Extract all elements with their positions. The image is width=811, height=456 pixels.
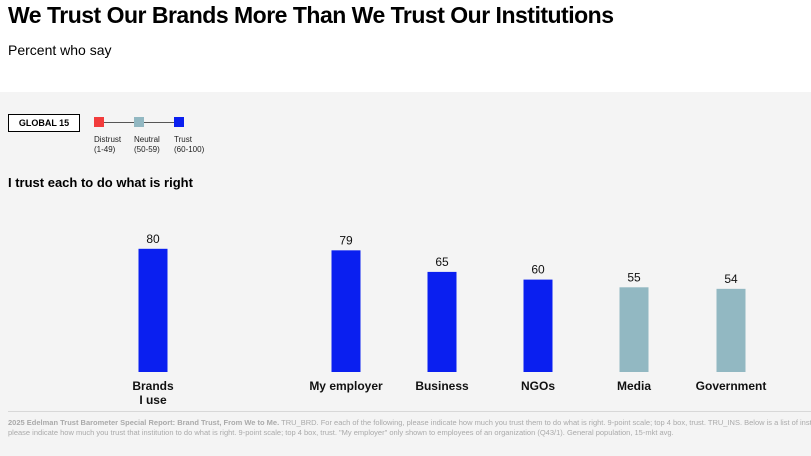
bar-2 — [427, 271, 457, 372]
bar-value-label-4: 55 — [627, 270, 641, 284]
region-badge: GLOBAL 15 — [8, 114, 80, 132]
footer-source: 2025 Edelman Trust Barometer Special Rep… — [8, 418, 811, 437]
category-label-4: Media — [617, 379, 651, 393]
footer-divider — [8, 411, 811, 412]
bar-4 — [619, 287, 649, 372]
category-label-5: Government — [696, 379, 767, 393]
legend-label-neutral: Neutral (50-59) — [134, 135, 160, 154]
category-label-0: Brands I use — [132, 379, 174, 407]
bar-value-label-3: 60 — [531, 263, 545, 277]
legend-swatch-neutral — [134, 117, 144, 127]
page-subtitle: Percent who say — [8, 42, 112, 58]
legend-swatch-trust — [174, 117, 184, 127]
category-label-1: My employer — [309, 379, 383, 393]
category-label-2: Business — [415, 379, 469, 393]
page-title: We Trust Our Brands More Than We Trust O… — [8, 2, 614, 28]
bar-value-label-2: 65 — [435, 255, 449, 269]
bar-value-label-5: 54 — [724, 272, 738, 286]
bar-0 — [138, 248, 168, 372]
bar-chart: 80 Brands I use 79 My employer 65 Business 60 NG… — [132, 232, 767, 407]
section-title: I trust each to do what is right — [8, 175, 193, 190]
bar-value-label-0: 80 — [146, 232, 160, 246]
legend-label-distrust: Distrust (1-49) — [94, 135, 122, 154]
legend-swatch-distrust — [94, 117, 104, 127]
chart-panel — [0, 92, 811, 456]
bar-3 — [523, 279, 553, 372]
legend-label-trust: Trust (60-100) — [174, 135, 205, 154]
bar-value-label-1: 79 — [339, 233, 353, 247]
category-label-3: NGOs — [521, 379, 555, 393]
bar-5 — [716, 288, 746, 372]
bar-1 — [331, 250, 361, 372]
